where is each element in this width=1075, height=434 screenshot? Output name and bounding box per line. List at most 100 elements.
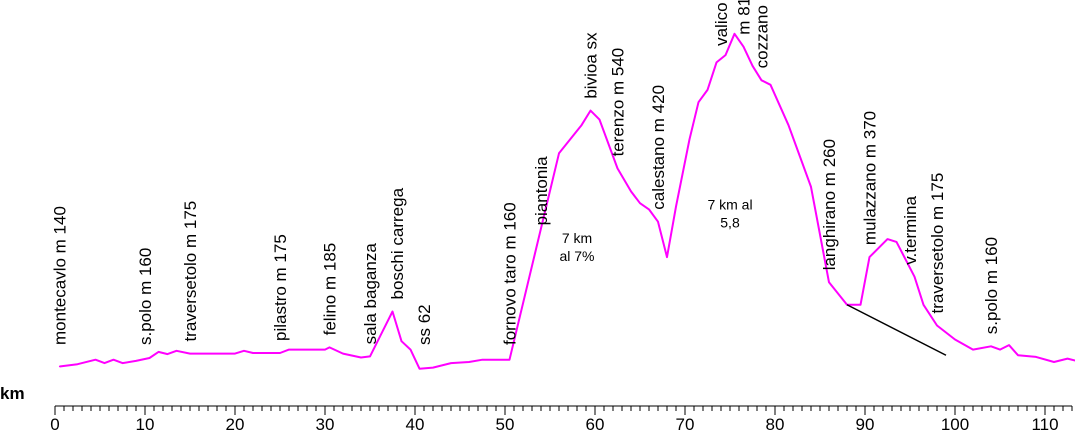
x-tick-label: 20 <box>226 415 245 434</box>
profile-point <box>328 346 331 348</box>
profile-point <box>135 360 137 362</box>
profile-point <box>1008 344 1010 346</box>
profile-point <box>648 208 650 210</box>
profile-point <box>252 352 254 354</box>
profile-point <box>148 357 151 359</box>
detour-connector-line <box>846 304 947 356</box>
place-label: langhirano m 260 <box>820 139 839 270</box>
x-tick-label: 80 <box>766 415 785 434</box>
profile-point <box>972 349 974 351</box>
x-axis-unit-label: km <box>0 384 25 403</box>
profile-point <box>508 359 511 361</box>
profile-point <box>598 119 601 121</box>
profile-point <box>675 205 677 208</box>
place-label: valico di fragno <box>712 0 731 46</box>
x-tick-label: 50 <box>496 415 515 434</box>
profile-point <box>913 276 916 278</box>
place-label: felino m 185 <box>321 243 340 336</box>
profile-point <box>630 190 632 193</box>
place-label: pilastro m 175 <box>271 234 290 341</box>
profile-point <box>234 352 236 355</box>
profile-point <box>166 353 169 355</box>
profile-point <box>859 304 862 306</box>
place-label: calestano m 420 <box>649 85 668 210</box>
profile-point <box>369 355 371 357</box>
profile-point <box>733 33 736 35</box>
profile-point <box>481 359 484 361</box>
profile-point <box>1035 356 1037 358</box>
profile-point <box>175 350 178 352</box>
gradient-annotation-line: al 7% <box>559 248 594 264</box>
profile-point <box>112 359 115 361</box>
profile-point <box>886 238 889 240</box>
elevation-profile-line <box>59 32 1075 370</box>
profile-point <box>432 366 434 369</box>
place-label: ss 62 <box>415 304 434 345</box>
profile-point <box>400 340 403 342</box>
place-label: traversetolo m 175 <box>181 201 200 342</box>
profile-point <box>742 46 745 48</box>
gradient-annotation: 7 km al 7% <box>559 230 594 264</box>
place-label: v.termina <box>901 196 920 265</box>
profile-point <box>324 349 326 351</box>
x-tick-label: 30 <box>316 415 335 434</box>
profile-point <box>288 349 290 351</box>
profile-point <box>121 362 124 364</box>
profile-point <box>936 324 938 327</box>
profile-point <box>706 89 709 91</box>
profile-point <box>243 350 245 352</box>
place-label: s.polo m 160 <box>982 237 1001 334</box>
place-label: terenzo m 540 <box>609 48 628 157</box>
profile-point <box>1053 361 1055 363</box>
profile-point <box>760 79 763 81</box>
profile-point <box>103 362 106 364</box>
place-label: fornovo taro m 160 <box>501 202 520 345</box>
profile-point <box>769 84 772 86</box>
gradient-annotation-line: 7 km al <box>707 196 752 212</box>
profile-point <box>1066 358 1069 360</box>
profile-point <box>580 124 583 126</box>
profile-point <box>342 352 344 355</box>
profile-point <box>895 241 898 243</box>
gradient-annotation-line: 7 km <box>562 230 592 246</box>
place-label: bivioa sx <box>582 32 601 99</box>
x-tick-label: 90 <box>856 415 875 434</box>
profile-point <box>657 221 659 223</box>
profile-point <box>787 124 790 126</box>
place-label: sala baganza <box>361 243 380 345</box>
profile-point <box>94 359 97 361</box>
profile-point <box>616 167 619 170</box>
profile-point <box>868 256 871 258</box>
profile-point <box>409 349 412 351</box>
profile-point <box>751 65 754 67</box>
x-tick-label: 110 <box>1031 415 1058 434</box>
profile-point <box>189 352 191 355</box>
gradient-annotation-line: 5,8 <box>720 214 740 230</box>
profile-point <box>724 54 727 56</box>
profile-point <box>828 281 830 283</box>
profile-point <box>391 310 394 313</box>
profile-point <box>954 338 956 341</box>
place-label: s.polo m 160 <box>136 248 155 345</box>
profile-point <box>360 356 362 359</box>
x-axis: 0 10 20 30 40 50 60 70 80 90 100 110 <box>50 405 1073 434</box>
profile-point <box>418 368 421 370</box>
profile-point <box>922 304 925 306</box>
elevation-profile-layer <box>58 32 1075 370</box>
place-labels-layer: montecavlo m 140 s.polo m 160 traversetolo… <box>51 0 1002 345</box>
profile-point <box>450 362 452 364</box>
profile-point <box>639 202 641 204</box>
profile-point <box>558 152 560 154</box>
x-tick-label: 0 <box>50 415 59 434</box>
place-label: cozzano m 700 <box>753 0 772 68</box>
profile-point <box>810 186 812 188</box>
place-label: traversetolo m 175 <box>928 173 947 314</box>
profile-point <box>990 345 992 347</box>
x-tick-label: 10 <box>136 415 155 434</box>
profile-point <box>157 351 160 353</box>
place-label: m 810 <box>735 0 754 35</box>
profile-point <box>697 101 700 103</box>
profile-point <box>715 61 718 63</box>
